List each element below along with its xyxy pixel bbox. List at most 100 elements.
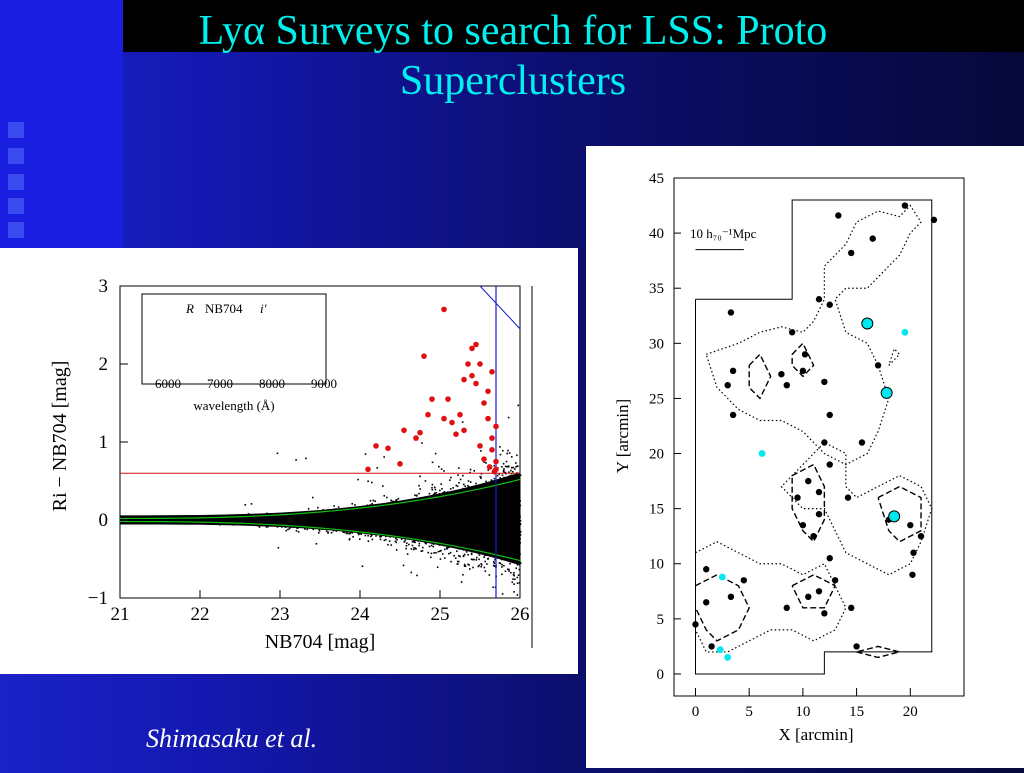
sky-map-chart: 0 5 10 15 20 0 5 10 15 20 25 30 35 40 45 10 h₇₀⁻¹Mpc X… bbox=[613, 171, 965, 744]
map-emitter-point bbox=[783, 604, 790, 612]
cmd-point bbox=[387, 543, 389, 546]
map-emitter-point bbox=[901, 202, 909, 209]
map-emitter-point bbox=[799, 367, 807, 375]
cmd-point bbox=[493, 562, 496, 565]
cmd-point bbox=[485, 462, 487, 464]
cmd-point bbox=[295, 459, 297, 461]
cmd-point bbox=[469, 468, 472, 471]
cmd-point bbox=[452, 487, 454, 489]
cmd-x-tick-label: 23 bbox=[271, 604, 290, 625]
map-y-tick-label: 25 bbox=[649, 391, 664, 407]
cmd-point bbox=[503, 564, 505, 567]
map-density-contour-dotted bbox=[694, 541, 847, 653]
cmd-selected-point bbox=[425, 411, 431, 418]
cmd-point bbox=[479, 475, 481, 478]
cmd-point bbox=[503, 471, 506, 473]
cmd-point bbox=[512, 573, 515, 576]
cmd-point bbox=[519, 537, 521, 540]
map-x-tick-label: 15 bbox=[849, 704, 864, 720]
decor-square bbox=[8, 174, 24, 190]
map-y-tick-label: 30 bbox=[649, 336, 664, 352]
cmd-point bbox=[403, 541, 406, 543]
cmd-point bbox=[456, 563, 459, 565]
cmd-point bbox=[371, 481, 373, 484]
cmd-point bbox=[364, 453, 367, 455]
cmd-selected-point bbox=[477, 361, 483, 367]
cmd-point bbox=[406, 553, 409, 555]
cmd-point bbox=[414, 541, 416, 544]
cmd-point bbox=[258, 526, 261, 528]
cmd-point bbox=[484, 560, 487, 563]
cmd-point bbox=[507, 568, 509, 571]
map-x-tick-label: 10 bbox=[795, 704, 810, 720]
cmd-point bbox=[327, 532, 329, 534]
cmd-point bbox=[501, 593, 504, 595]
cmd-point bbox=[478, 564, 481, 567]
cmd-selected-point bbox=[469, 372, 475, 379]
cmd-selected-point bbox=[401, 427, 407, 434]
map-emitter-point bbox=[692, 621, 699, 628]
cmd-point bbox=[397, 497, 400, 500]
cmd-point bbox=[337, 506, 340, 508]
cmd-point bbox=[367, 480, 369, 483]
cmd-point bbox=[432, 545, 435, 548]
cmd-point bbox=[477, 565, 480, 568]
cmd-point bbox=[443, 557, 446, 559]
cmd-point bbox=[515, 462, 517, 464]
cmd-point bbox=[485, 480, 487, 483]
map-emitter-point bbox=[703, 566, 710, 573]
cmd-selected-point bbox=[469, 345, 475, 352]
cmd-point bbox=[443, 548, 446, 551]
cmd-point bbox=[318, 528, 321, 531]
map-emitter-point bbox=[778, 370, 785, 378]
cmd-point bbox=[315, 542, 318, 545]
cmd-point bbox=[501, 563, 503, 566]
cmd-point bbox=[383, 494, 386, 497]
cmd-point bbox=[418, 542, 421, 545]
cmd-point bbox=[357, 478, 359, 481]
sky-map-panel: 0 5 10 15 20 0 5 10 15 20 25 30 35 40 45 10 h₇₀⁻¹Mpc X… bbox=[586, 146, 1024, 768]
map-highlight-point bbox=[716, 646, 724, 654]
cmd-x-tick-label: 22 bbox=[191, 604, 210, 625]
cmd-point bbox=[478, 558, 480, 561]
cmd-y-tick-label: 0 bbox=[99, 510, 109, 531]
cmd-point bbox=[394, 540, 397, 543]
cmd-point bbox=[519, 541, 521, 544]
map-y-tick-label: 20 bbox=[649, 447, 664, 463]
map-emitter-point bbox=[805, 593, 812, 601]
cmd-point bbox=[438, 465, 440, 468]
map-highlight-point bbox=[724, 654, 732, 661]
cmd-selected-point bbox=[453, 431, 459, 437]
map-emitter-point bbox=[810, 532, 817, 540]
cmd-point bbox=[506, 452, 508, 455]
map-x-tick-label: 20 bbox=[903, 704, 918, 720]
cmd-point bbox=[487, 557, 489, 560]
cmd-point bbox=[448, 552, 450, 555]
cmd-point bbox=[484, 554, 486, 557]
cmd-point bbox=[379, 538, 382, 541]
cmd-point bbox=[519, 499, 521, 502]
cmd-point bbox=[505, 472, 507, 475]
cmd-y-tick-label: 2 bbox=[99, 354, 109, 375]
cmd-point bbox=[515, 567, 517, 569]
cmd-point bbox=[503, 468, 505, 470]
map-emitter-point bbox=[826, 301, 833, 308]
cmd-point bbox=[510, 456, 513, 458]
cmd-point bbox=[348, 532, 351, 535]
cmd-point bbox=[443, 470, 445, 472]
cmd-selected-point bbox=[481, 400, 487, 406]
cmd-point bbox=[513, 591, 515, 593]
map-density-contour-dashed bbox=[694, 573, 750, 642]
filter-inset: R NB704 i′ 6000 7000 8000 9000 wavelengt… bbox=[141, 293, 337, 413]
decor-square bbox=[8, 122, 24, 138]
cmd-point bbox=[416, 494, 418, 497]
cmd-point bbox=[516, 576, 519, 579]
cmd-point bbox=[513, 572, 515, 574]
cmd-point bbox=[514, 578, 516, 581]
cmd-point bbox=[492, 586, 494, 589]
cmd-point bbox=[418, 544, 420, 547]
cmd-point bbox=[382, 485, 384, 487]
cmd-point bbox=[358, 538, 361, 541]
cmd-point bbox=[400, 538, 403, 540]
